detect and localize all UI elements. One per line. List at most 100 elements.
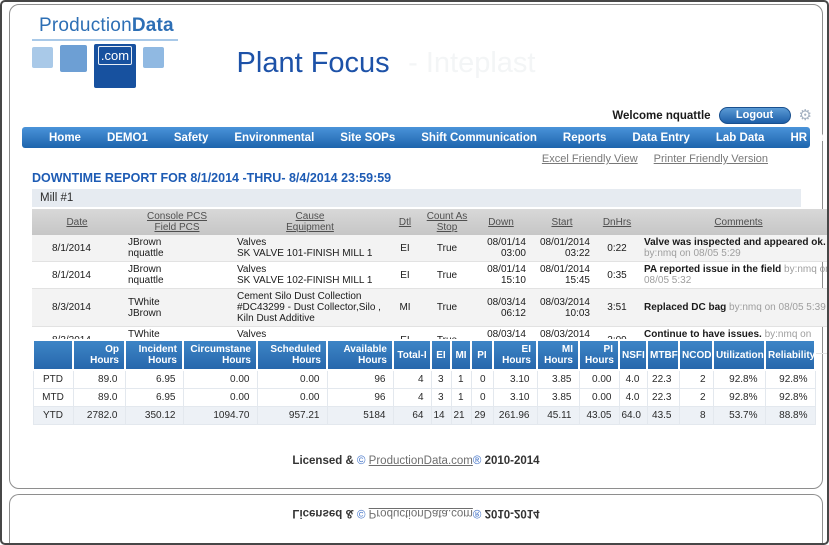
productiondata-link-reflection: ProductionData.com: [368, 507, 473, 519]
registered-icon: ®: [472, 455, 482, 467]
cell-dtl: MI: [399, 302, 411, 313]
downtime-table: Date Console PCS Field PCS Cause Equipme…: [32, 209, 827, 354]
table-row: 8/1/2014 JBrown nquattle Valves SK VALVE…: [32, 262, 827, 289]
excel-friendly-view-link[interactable]: Excel Friendly View: [541, 153, 638, 165]
productiondata-link[interactable]: ProductionData.com: [368, 455, 473, 467]
cell-down: 08/01/14 03:00: [487, 237, 526, 259]
value-cell: 64.0: [618, 406, 648, 425]
cell-count-as-stop: True: [436, 302, 458, 313]
license-years-reflection: 2010-2014: [484, 507, 540, 519]
sort-console-link[interactable]: Console PCS Field PCS: [146, 211, 208, 233]
cell-down: 08/03/14 06:12: [487, 296, 526, 319]
summary-table: Op Hours Incident Hours Circumstane Hour…: [32, 339, 816, 425]
logo-square-medium: [60, 45, 87, 72]
settings-gear-icon[interactable]: ⚙: [798, 107, 812, 124]
cell-console: TWhite JBrown: [128, 296, 162, 319]
comment-author: by:nmq on 08/05 5:29: [644, 248, 741, 259]
productiondata-logo[interactable]: ProductionData .com: [30, 15, 205, 90]
value-cell: 92.8%: [712, 388, 766, 407]
cell-comments: Replaced DC bag by:nmq on 08/05 5:39: [640, 289, 827, 327]
value-cell: 0: [470, 388, 494, 407]
nav-shift-communication[interactable]: Shift Communication: [421, 131, 537, 144]
registered-icon-reflection: ®: [472, 507, 482, 519]
cell-dnhrs: 0:22: [607, 242, 627, 254]
value-cell: 96: [326, 369, 394, 389]
cell-start: 08/01/2014 15:45: [539, 264, 590, 286]
sort-count-as-stop-link[interactable]: Count As Stop: [426, 211, 468, 233]
sort-dtl-link[interactable]: Dtl: [398, 216, 412, 228]
cell-dnhrs: 0:35: [607, 269, 627, 281]
logo-square-light: [32, 47, 53, 68]
logo-brand-text: ProductionData: [30, 15, 205, 37]
cell-start: 08/01/2014 03:22: [539, 237, 590, 259]
value-cell: 45.11: [536, 406, 580, 425]
sort-down-link[interactable]: Down: [488, 216, 514, 228]
copyright-icon-reflection: ©: [356, 507, 366, 519]
cell-comments: Valve was inspected and appeared ok. by:…: [640, 235, 827, 262]
logo-underline: [32, 39, 178, 41]
quick-links: Excel Friendly View Printer Friendly Ver…: [542, 153, 768, 165]
header-blank: [32, 339, 74, 371]
nav-site-sops[interactable]: Site SOPs: [340, 131, 396, 144]
welcome-row: Welcome nquattle Logout ⚙: [612, 107, 812, 124]
value-cell: 96: [326, 388, 394, 407]
sort-date-link[interactable]: Date: [66, 216, 88, 228]
nav-demo1[interactable]: DEMO1: [106, 131, 148, 144]
browser-page: ProductionData .com Plant Focus - Intepl…: [9, 4, 827, 489]
value-cell: 4.0: [618, 388, 648, 407]
nav-environmental[interactable]: Environmental: [234, 131, 315, 144]
sort-start-link[interactable]: Start: [551, 216, 573, 228]
logo-square-dark: .com: [94, 44, 136, 88]
value-cell: 3: [430, 369, 452, 389]
row-label: PTD: [32, 369, 74, 389]
sort-comments-link[interactable]: Comments: [714, 216, 763, 228]
cell-cause: Valves SK VALVE 102-FINISH MILL 1: [237, 264, 373, 286]
cell-count-as-stop: True: [436, 269, 458, 281]
comment-text: Continue to have issues.: [644, 329, 762, 340]
cell-dnhrs: 3:51: [607, 302, 627, 313]
value-cell: 350.12: [124, 406, 184, 425]
value-cell: 4: [392, 369, 432, 389]
logo-com-label: .com: [97, 46, 133, 65]
comment-text: Replaced DC bag: [644, 302, 727, 313]
nav-hr-links[interactable]: HR Links: [790, 131, 828, 144]
summary-row-mtd: MTD 89.0 6.95 0.00 0.00 96 4 3 1 0 3.10 …: [32, 388, 816, 407]
value-cell: 43.5: [646, 406, 680, 425]
comment-text: PA reported issue in the field: [644, 264, 782, 275]
value-cell: 0.00: [182, 388, 258, 407]
value-cell: 2: [678, 369, 714, 389]
page-title-wrap: Plant Focus - Inteplast: [10, 47, 762, 80]
nav-lab-data[interactable]: Lab Data: [715, 131, 765, 144]
logout-button[interactable]: Logout: [718, 107, 791, 124]
header-ei-hours: EI Hours: [492, 339, 538, 371]
value-cell: 0.00: [182, 369, 258, 389]
logo-squares: .com: [30, 44, 205, 90]
value-cell: 1: [450, 369, 472, 389]
nav-safety[interactable]: Safety: [173, 131, 209, 144]
summary-row-ptd: PTD 89.0 6.95 0.00 0.00 96 4 3 1 0 3.10 …: [32, 369, 816, 389]
value-cell: 3.85: [536, 369, 580, 389]
value-cell: 3: [430, 388, 452, 407]
header-op-hours: Op Hours: [72, 339, 126, 371]
value-cell: 43.05: [578, 406, 620, 425]
sort-cause-link[interactable]: Cause Equipment: [286, 211, 334, 233]
value-cell: 1: [450, 388, 472, 407]
sort-dnhrs-link[interactable]: DnHrs: [602, 216, 632, 228]
comment-author: by:nmq on 08/05 5:39: [729, 302, 826, 313]
header-nsfi: NSFI: [618, 339, 648, 371]
nav-data-entry[interactable]: Data Entry: [632, 131, 690, 144]
value-cell: 3.10: [492, 369, 538, 389]
cell-count-as-stop: True: [436, 242, 458, 254]
value-cell: 8: [678, 406, 714, 425]
summary-row-ytd: YTD 2782.0 350.12 1094.70 957.21 5184 64…: [32, 406, 816, 425]
nav-home[interactable]: Home: [49, 131, 81, 144]
nav-reports[interactable]: Reports: [562, 131, 607, 144]
comment-text: Valve was inspected and appeared ok.: [644, 237, 826, 248]
cell-comments: PA reported issue in the field by:nmq on…: [640, 262, 827, 289]
footer-license-reflection: Licensed & © ProductionData.com® 2010-20…: [10, 507, 822, 519]
header-pi: PI: [470, 339, 494, 371]
downtime-header-row: Date Console PCS Field PCS Cause Equipme…: [32, 209, 827, 235]
printer-friendly-version-link[interactable]: Printer Friendly Version: [653, 153, 768, 165]
copyright-icon: ©: [356, 455, 366, 467]
header-available-hours: Available Hours: [326, 339, 394, 371]
